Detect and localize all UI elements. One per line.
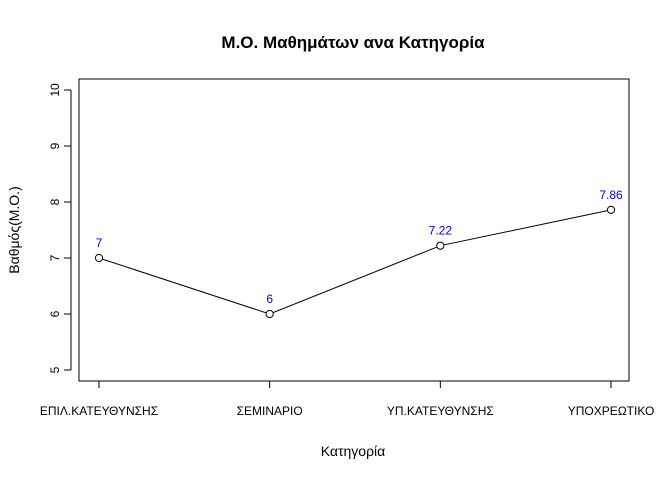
data-point	[606, 205, 616, 214]
data-label: 6	[266, 292, 273, 306]
y-tick-label: 9	[48, 142, 62, 149]
series-line	[98, 209, 612, 315]
x-tick-label: ΣΕΜΙΝΑΡΙΟ	[237, 404, 303, 418]
x-tick-label: ΕΠΙΛ.ΚΑΤΕΥΘΥΝΣΗΣ	[40, 404, 158, 418]
data-labels: 7 6 7.22 7.86	[96, 188, 623, 306]
x-tick-label: ΥΠΟΧΡΕΩΤΙΚΟ	[568, 404, 655, 418]
x-axis-label: Κατηγορία	[321, 443, 386, 459]
data-label: 7	[96, 236, 103, 250]
y-tick-label: 7	[48, 254, 62, 261]
data-label: 7.22	[429, 224, 453, 238]
y-axis: 5 6 7 8 9 10	[48, 83, 72, 373]
x-axis: ΕΠΙΛ.ΚΑΤΕΥΘΥΝΣΗΣ ΣΕΜΙΝΑΡΙΟ ΥΠ.ΚΑΤΕΥΘΥΝΣΗΣ Υ…	[40, 380, 655, 418]
data-point	[94, 253, 104, 263]
y-tick-label: 6	[48, 310, 62, 317]
series-polyline	[98, 209, 612, 315]
series-markers	[94, 205, 616, 319]
x-tick-label: ΥΠ.ΚΑΤΕΥΘΥΝΣΗΣ	[387, 404, 494, 418]
chart-title: Μ.Ο. Μαθημάτων ανα Κατηγορία	[221, 33, 485, 52]
y-tick-label: 10	[48, 83, 62, 97]
y-tick-label: 5	[48, 366, 62, 373]
data-point	[436, 241, 445, 250]
plot-box	[78, 78, 630, 382]
data-point	[265, 309, 274, 319]
y-tick-label: 8	[48, 198, 62, 205]
data-label: 7.86	[599, 188, 623, 202]
y-axis-label: Βαθμός(Μ.Ο.)	[6, 186, 22, 273]
